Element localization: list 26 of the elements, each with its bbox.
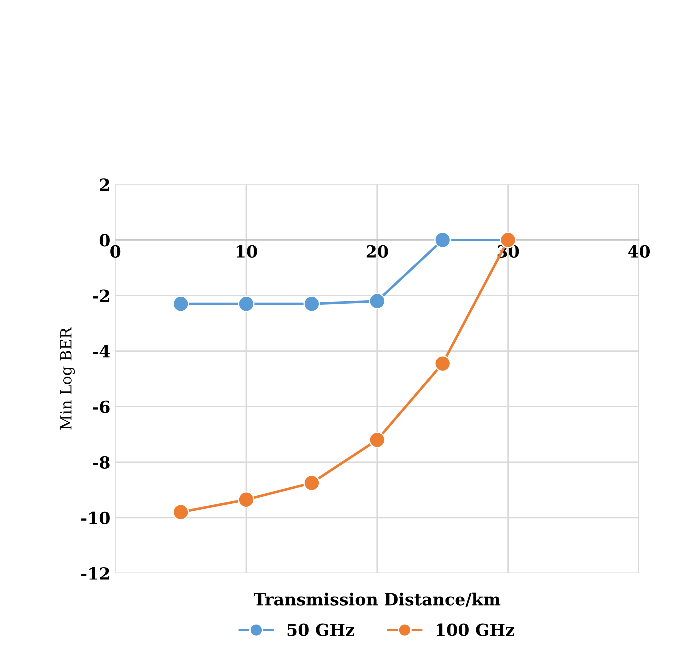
- point: [369, 432, 386, 448]
- y-tick-label: -10: [82, 512, 110, 525]
- x-tick-label: 0: [110, 245, 121, 258]
- point: [238, 296, 255, 312]
- y-tick-label: 0: [100, 234, 110, 247]
- point: [238, 492, 255, 508]
- point: [172, 296, 190, 312]
- x-tick-label: 10: [236, 245, 258, 258]
- point: [304, 475, 320, 492]
- x-tick-label: 40: [628, 245, 650, 258]
- point: [172, 504, 190, 521]
- y-tick-label: 2: [100, 178, 110, 192]
- point: [304, 296, 320, 312]
- legend-label: 100 GHz: [436, 624, 514, 636]
- point: [369, 293, 386, 310]
- point: [434, 356, 452, 372]
- y-axis-title: Min Log BER: [60, 327, 76, 430]
- x-axis-title: Transmission Distance/km: [254, 592, 501, 608]
- x-tick-label: 20: [366, 245, 388, 258]
- legend-label: 50 GHz: [288, 624, 354, 636]
- point: [434, 232, 452, 248]
- y-tick-label: -4: [93, 345, 110, 358]
- y-tick-label: -12: [82, 567, 110, 580]
- y-tick-label: -2: [93, 290, 110, 302]
- y-tick-label: -8: [93, 456, 110, 469]
- y-tick-label: -6: [93, 400, 110, 414]
